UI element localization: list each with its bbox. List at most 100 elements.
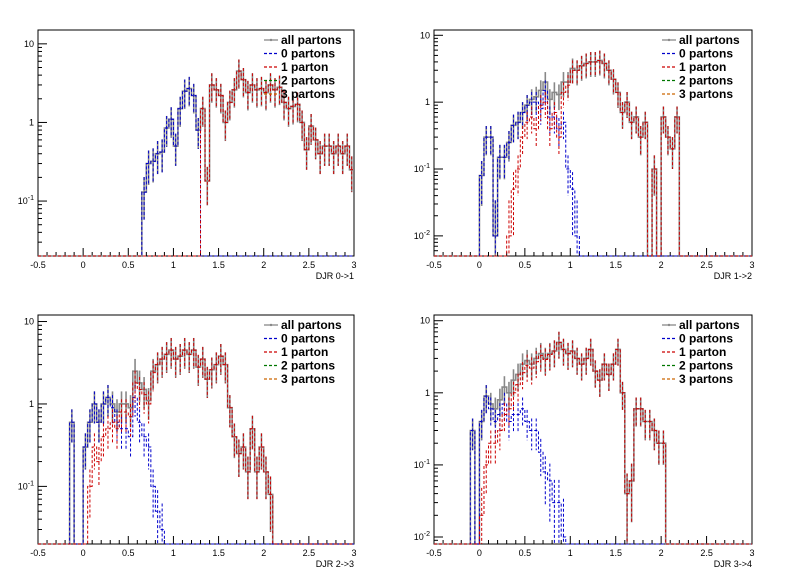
- x-tick-label: -0.5: [426, 548, 442, 558]
- x-tick-label: 2.5: [700, 260, 713, 270]
- y-tick-label: 1: [29, 117, 34, 127]
- legend-marker: [269, 38, 273, 42]
- histogram-line: [38, 88, 354, 257]
- legend-label: 2 partons: [679, 74, 733, 88]
- x-tick-label: 0.5: [519, 260, 532, 270]
- legend-label: 1 parton: [281, 60, 328, 74]
- x-tick-label: -0.5: [426, 260, 442, 270]
- x-tick-label: 1.5: [212, 548, 225, 558]
- x-tick-label: 2: [261, 548, 266, 558]
- y-tick-label: 1: [425, 388, 430, 398]
- x-tick-label: 2: [659, 260, 664, 270]
- x-tick-label: 0.5: [122, 548, 135, 558]
- y-tick-label: 10: [420, 316, 430, 326]
- legend-label: 3 partons: [679, 372, 733, 386]
- y-tick-label: 10-1: [18, 195, 34, 206]
- x-tick-label: 0: [477, 260, 482, 270]
- x-axis-title: DJR 0->1: [316, 271, 354, 281]
- legend-label: 0 partons: [679, 332, 733, 346]
- y-tick-label: 10-1: [18, 480, 34, 491]
- x-axis-title: DJR 2->3: [316, 559, 354, 569]
- y-tick-label: 10: [420, 30, 430, 40]
- series-1-parton: [38, 59, 354, 257]
- histogram-line: [434, 341, 752, 545]
- series-1-parton: [38, 337, 354, 545]
- x-tick-label: 0.5: [519, 548, 532, 558]
- y-tick-label: 1: [425, 97, 430, 107]
- histogram-line: [38, 349, 354, 545]
- legend-label: 1 parton: [679, 60, 726, 74]
- x-tick-label: 1: [568, 260, 573, 270]
- legend-label: 0 partons: [281, 47, 335, 61]
- legend-marker: [667, 323, 671, 327]
- legend-label: all partons: [281, 318, 342, 332]
- legend-label: 1 parton: [679, 345, 726, 359]
- x-tick-label: 1: [171, 260, 176, 270]
- legend-label: all partons: [281, 33, 342, 47]
- x-tick-label: 0: [81, 260, 86, 270]
- x-tick-label: 2.5: [303, 548, 316, 558]
- series-0-partons: [434, 80, 752, 257]
- series-0-partons: [38, 384, 354, 545]
- x-tick-label: 3: [749, 260, 754, 270]
- legend-label: 0 partons: [679, 47, 733, 61]
- x-tick-label: 1: [171, 548, 176, 558]
- x-tick-label: 1: [568, 548, 573, 558]
- legend-marker: [667, 38, 671, 42]
- histogram-panel-1: -0.5 0 0.5 1 1.5 2 2.5 3 10-1 1 10 DJR 0->1 all part…: [18, 29, 357, 281]
- x-tick-label: 0: [81, 548, 86, 558]
- histogram-line: [434, 59, 752, 257]
- x-axis-title: DJR 3->4: [714, 559, 752, 569]
- y-tick-label: 10: [24, 317, 34, 327]
- histogram-line: [434, 89, 752, 257]
- x-tick-label: 2.5: [700, 548, 713, 558]
- legend-label: 2 partons: [281, 74, 335, 88]
- histogram-line: [38, 396, 354, 545]
- legend-label: 3 partons: [281, 87, 335, 101]
- x-tick-label: 2.5: [303, 260, 316, 270]
- legend-label: 2 partons: [679, 359, 733, 373]
- x-tick-label: 0.5: [122, 260, 135, 270]
- y-tick-label: 10: [24, 39, 34, 49]
- histogram-line: [434, 395, 752, 545]
- x-tick-label: 1.5: [212, 260, 225, 270]
- legend-label: all partons: [679, 318, 740, 332]
- x-tick-label: 3: [351, 548, 356, 558]
- x-axis-title: DJR 1->2: [714, 271, 752, 281]
- series-0-partons: [434, 385, 752, 545]
- legend-label: 3 partons: [679, 87, 733, 101]
- legend-label: 1 parton: [281, 345, 328, 359]
- y-tick-label: 10-1: [414, 459, 430, 470]
- y-tick-label: 10-1: [414, 163, 430, 174]
- series-1-parton: [434, 50, 752, 257]
- x-tick-label: -0.5: [30, 260, 46, 270]
- y-tick-label: 10-2: [414, 531, 430, 542]
- x-tick-label: 0: [477, 548, 482, 558]
- x-tick-label: 2: [261, 260, 266, 270]
- legend-label: all partons: [679, 33, 740, 47]
- y-tick-label: 10-2: [414, 230, 430, 241]
- legend-label: 2 partons: [281, 359, 335, 373]
- histogram-panel-2: -0.5 0 0.5 1 1.5 2 2.5 3 10-2 10-1 1 10 DJR 1->2 all …: [414, 29, 755, 281]
- plot-frame: [37, 314, 355, 545]
- x-tick-label: 2: [659, 548, 664, 558]
- x-tick-label: 3: [351, 260, 356, 270]
- histogram-panel-4: -0.5 0 0.5 1 1.5 2 2.5 3 10-2 10-1 1 10 DJR 3->4 all …: [414, 314, 755, 569]
- series-0-partons: [38, 76, 354, 257]
- histogram-line: [38, 70, 354, 257]
- x-tick-label: 3: [749, 548, 754, 558]
- series-1-parton: [434, 331, 752, 545]
- x-tick-label: 1.5: [609, 260, 622, 270]
- x-tick-label: -0.5: [30, 548, 46, 558]
- legend-label: 0 partons: [281, 332, 335, 346]
- plot-frame: [433, 29, 753, 257]
- histogram-panel-3: -0.5 0 0.5 1 1.5 2 2.5 3 10-1 1 10 DJR 2->3 all part…: [18, 314, 357, 569]
- y-tick-label: 1: [29, 399, 34, 409]
- x-tick-label: 1.5: [609, 548, 622, 558]
- legend-label: 3 partons: [281, 372, 335, 386]
